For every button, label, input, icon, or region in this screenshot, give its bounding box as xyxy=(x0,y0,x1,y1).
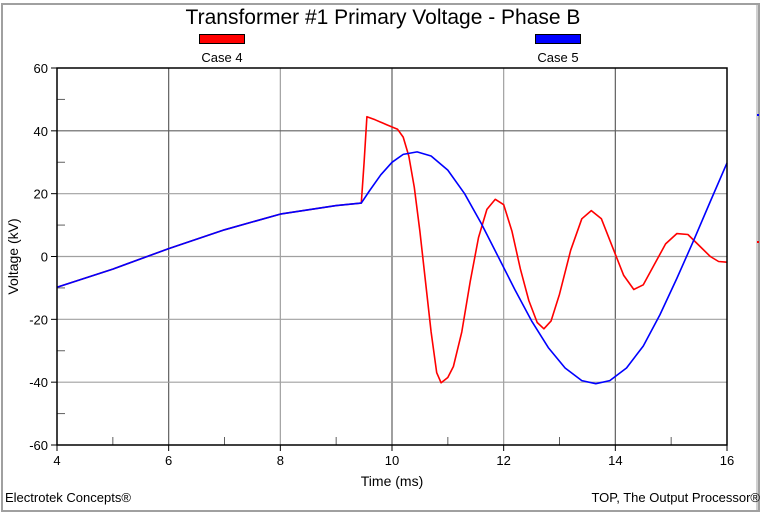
y-tick-label: 40 xyxy=(34,124,48,139)
legend-swatch-case-4 xyxy=(199,34,245,44)
legend-swatch-case-5 xyxy=(535,34,581,44)
chart-title: Transformer #1 Primary Voltage - Phase B xyxy=(185,6,581,29)
legend-item-case-5: Case 5 xyxy=(503,34,613,65)
x-axis-title: Time (ms) xyxy=(361,473,423,489)
footer-left-credit: Electrotek Concepts® xyxy=(5,490,131,505)
legend-label-case-4: Case 4 xyxy=(201,50,243,65)
x-tick-label: 14 xyxy=(608,453,622,468)
y-axis-title: Voltage (kV) xyxy=(5,218,21,294)
y-tick-label: 0 xyxy=(41,250,48,265)
right-edge-red-marker xyxy=(757,241,759,243)
series-line-case-4 xyxy=(56,115,728,384)
gridlines xyxy=(57,68,727,445)
y-tick-label: -20 xyxy=(29,312,48,327)
y-tick-label: -60 xyxy=(29,438,48,453)
footer-right-credit: TOP, The Output Processor® xyxy=(591,490,760,505)
x-tick-label: 8 xyxy=(277,453,284,468)
y-tick-label: 60 xyxy=(34,61,48,76)
axis-ticks: 4 6 8 10 12 14 16 60 40 20 0 -20 -40 -60 xyxy=(29,61,734,468)
x-tick-label: 12 xyxy=(496,453,510,468)
plot-border xyxy=(56,67,728,446)
data-series xyxy=(56,115,728,385)
x-tick-label: 6 xyxy=(165,453,172,468)
chart-frame xyxy=(1,3,760,512)
x-tick-label: 10 xyxy=(385,453,399,468)
series-line-case-5 xyxy=(56,151,728,385)
x-tick-label: 16 xyxy=(720,453,734,468)
y-tick-label: 20 xyxy=(34,187,48,202)
legend-label-case-5: Case 5 xyxy=(537,50,579,65)
y-tick-label: -40 xyxy=(29,375,48,390)
right-edge-blue-marker xyxy=(757,114,759,116)
x-tick-label: 4 xyxy=(53,453,60,468)
legend-item-case-4: Case 4 xyxy=(167,34,277,65)
